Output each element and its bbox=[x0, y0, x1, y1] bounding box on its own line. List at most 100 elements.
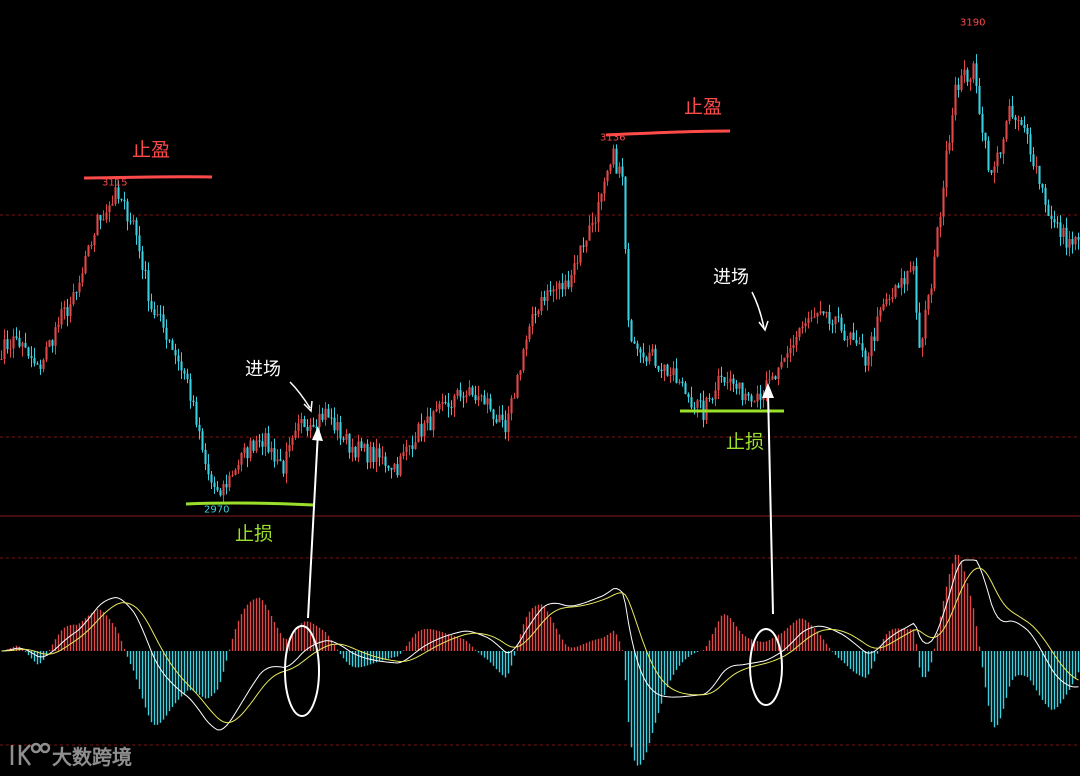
candle-body bbox=[399, 456, 402, 476]
candle-body bbox=[696, 400, 699, 408]
candle-body bbox=[30, 356, 33, 358]
candle-body bbox=[984, 132, 987, 141]
candle-body bbox=[303, 418, 306, 427]
candle-body bbox=[750, 395, 753, 402]
candle-body bbox=[852, 332, 855, 340]
candle-body bbox=[408, 445, 411, 447]
candle-body bbox=[174, 349, 177, 356]
candle-body bbox=[789, 347, 792, 354]
candle-body bbox=[1023, 125, 1026, 128]
candle-body bbox=[498, 414, 501, 423]
candle-body bbox=[792, 345, 795, 348]
candle-body bbox=[195, 401, 198, 425]
candle-body bbox=[1035, 165, 1038, 167]
candle-body bbox=[192, 400, 195, 402]
candle-body bbox=[312, 424, 315, 427]
candle-body bbox=[873, 336, 876, 341]
candle-body bbox=[972, 63, 975, 80]
candle-body bbox=[879, 309, 882, 317]
candle-body bbox=[642, 352, 645, 358]
candle-body bbox=[54, 327, 57, 346]
candle-body bbox=[402, 452, 405, 457]
candle-body bbox=[18, 338, 21, 347]
candle-body bbox=[633, 341, 636, 344]
candle-body bbox=[234, 469, 237, 475]
candle-body bbox=[591, 222, 594, 226]
candle-body bbox=[663, 364, 666, 372]
candle-body bbox=[351, 446, 354, 453]
candle-body bbox=[372, 446, 375, 462]
candle-body bbox=[1011, 105, 1014, 118]
candle-body bbox=[258, 440, 261, 442]
candle-body bbox=[927, 295, 930, 310]
candle-body bbox=[471, 387, 474, 395]
candle-body bbox=[681, 381, 684, 384]
candle-body bbox=[840, 317, 843, 331]
candle-body bbox=[1077, 237, 1080, 240]
entry-pointer-1 bbox=[289, 381, 311, 409]
candle-body bbox=[543, 297, 546, 302]
candle-body bbox=[453, 395, 456, 408]
candle-body bbox=[831, 323, 834, 325]
candle-body bbox=[510, 398, 513, 414]
candle-body bbox=[84, 256, 87, 274]
candle-body bbox=[456, 389, 459, 396]
candle-body bbox=[6, 339, 9, 350]
candlestick-series bbox=[0, 54, 1080, 503]
price-label-high-1: 3115 bbox=[102, 177, 127, 188]
entry-pointer-2 bbox=[751, 291, 765, 329]
candle-body bbox=[870, 336, 873, 357]
candle-body bbox=[210, 474, 213, 483]
candle-body bbox=[825, 311, 828, 314]
candle-body bbox=[579, 245, 582, 263]
candle-body bbox=[240, 453, 243, 465]
candle-body bbox=[522, 349, 525, 371]
candle-body bbox=[375, 448, 378, 462]
candle-body bbox=[744, 393, 747, 401]
candle-body bbox=[1047, 204, 1050, 216]
candle-body bbox=[363, 443, 366, 449]
candle-body bbox=[261, 441, 264, 447]
candle-body bbox=[609, 164, 612, 171]
entry-label-2: 进场 bbox=[713, 267, 749, 288]
candle-body bbox=[855, 339, 858, 344]
candle-body bbox=[27, 347, 30, 357]
candle-body bbox=[171, 340, 174, 350]
candle-body bbox=[327, 408, 330, 418]
candle-body bbox=[621, 166, 624, 177]
candle-body bbox=[279, 459, 282, 461]
candle-body bbox=[864, 350, 867, 366]
dif-line bbox=[1, 559, 1079, 731]
candle-body bbox=[102, 219, 105, 221]
macd-cross-circle-1 bbox=[284, 625, 320, 717]
candle-body bbox=[144, 269, 147, 271]
candle-body bbox=[390, 467, 393, 470]
candle-body bbox=[999, 152, 1002, 154]
candle-body bbox=[867, 356, 870, 366]
candle-body bbox=[426, 416, 429, 424]
candle-body bbox=[93, 235, 96, 246]
candle-body bbox=[738, 382, 741, 389]
candle-body bbox=[216, 487, 219, 491]
candle-body bbox=[60, 309, 63, 325]
candle-body bbox=[960, 75, 963, 91]
candle-body bbox=[1044, 187, 1047, 205]
watermark-text: 大数跨境 bbox=[52, 745, 132, 769]
candle-body bbox=[420, 423, 423, 437]
candle-body bbox=[57, 324, 60, 328]
candle-body bbox=[120, 198, 123, 200]
candle-body bbox=[231, 474, 234, 476]
candle-body bbox=[429, 416, 432, 431]
candle-body bbox=[810, 317, 813, 319]
candle-body bbox=[615, 148, 618, 174]
candle-body bbox=[900, 278, 903, 288]
candle-body bbox=[105, 212, 108, 220]
candle-body bbox=[165, 327, 168, 340]
candle-body bbox=[906, 271, 909, 285]
signal-arrow-1-head bbox=[312, 426, 323, 441]
candle-body bbox=[339, 421, 342, 439]
candle-body bbox=[555, 289, 558, 291]
candle-body bbox=[573, 263, 576, 275]
candle-body bbox=[228, 475, 231, 488]
candle-body bbox=[39, 364, 42, 369]
